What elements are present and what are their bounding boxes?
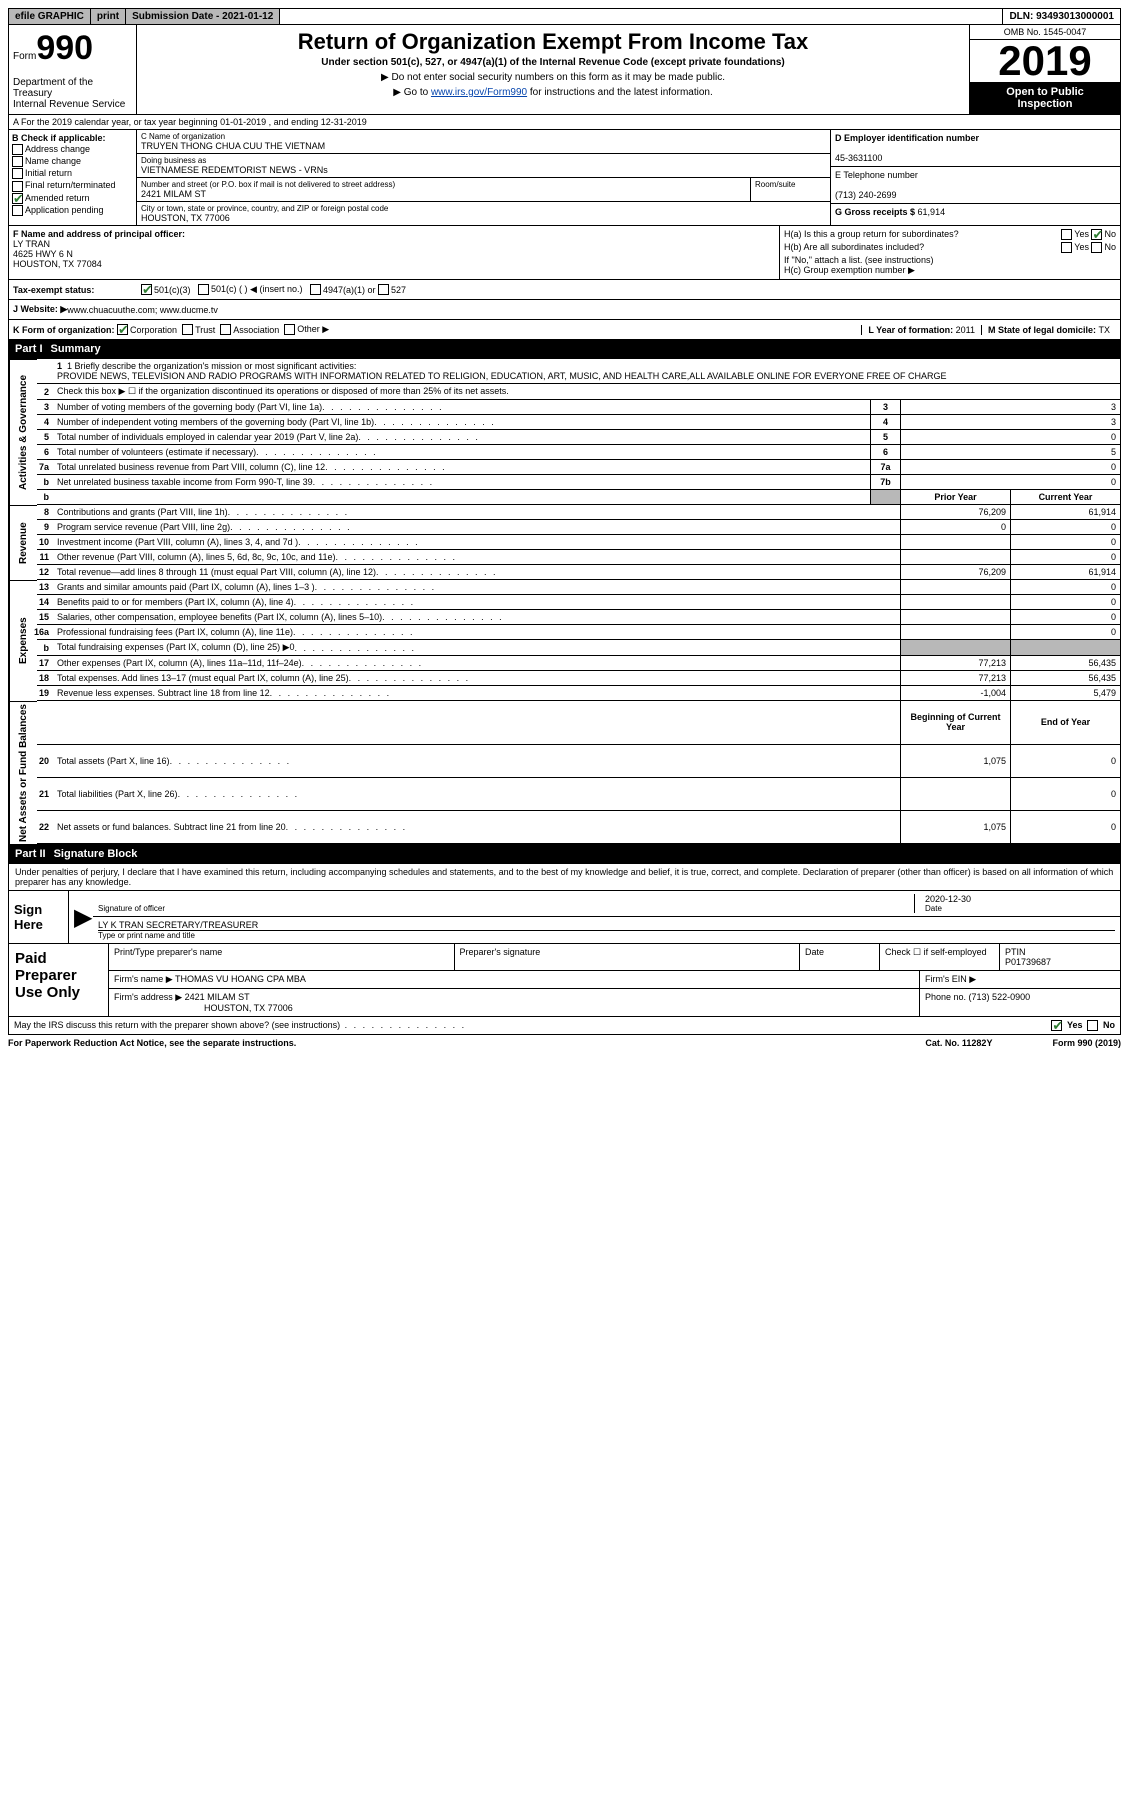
line-4: Number of independent voting members of … (53, 415, 870, 430)
paid-preparer: Paid Preparer Use Only Print/Type prepar… (8, 944, 1121, 1017)
firm-phone: Phone no. (713) 522-0900 (920, 989, 1120, 1016)
print-button[interactable]: print (91, 9, 126, 24)
row-a: A For the 2019 calendar year, or tax yea… (8, 115, 1121, 130)
form-of-org: K Form of organization: Corporation Trus… (8, 320, 1121, 340)
line-5: Total number of individuals employed in … (53, 430, 870, 445)
end-year-hdr: End of Year (1010, 701, 1120, 744)
line-15: Salaries, other compensation, employee b… (53, 610, 900, 625)
line-b: Total fundraising expenses (Part IX, col… (53, 640, 900, 656)
year-formation: L Year of formation: 2011 (861, 325, 981, 335)
line-7a: Total unrelated business revenue from Pa… (53, 460, 870, 475)
page-footer: For Paperwork Reduction Act Notice, see … (8, 1035, 1121, 1051)
preparer-sig-lbl: Preparer's signature (455, 944, 801, 970)
firm-address: Firm's address ▶ 2421 MILAM ST HOUSTON, … (109, 989, 920, 1016)
sign-here-label: Sign Here (9, 891, 69, 943)
form-title: Return of Organization Exempt From Incom… (145, 29, 961, 55)
form-number: Form990 (13, 29, 132, 68)
mission: 1 1 Briefly describe the organization's … (53, 359, 1120, 384)
gross-receipts: G Gross receipts $ 61,914 (831, 204, 1120, 220)
street-address: Number and street (or P.O. box if mail i… (137, 178, 750, 202)
perjury-declaration: Under penalties of perjury, I declare th… (9, 864, 1120, 891)
firm-ein: Firm's EIN ▶ (920, 971, 1120, 988)
website: J Website: ▶ www.chuacuuthe.com; www.duc… (8, 300, 1121, 320)
org-name: C Name of organization TRUYEN THONG CHUA… (137, 130, 830, 154)
preparer-date-lbl: Date (800, 944, 880, 970)
line-8: Contributions and grants (Part VIII, lin… (53, 505, 900, 520)
line-18: Total expenses. Add lines 13–17 (must eq… (53, 671, 900, 686)
arrow-icon: ▶ (69, 891, 93, 943)
officer-name: LY K TRAN SECRETARY/TREASURER (98, 920, 1115, 931)
part1-body: Activities & Governance 1 1 Briefly descr… (8, 359, 1121, 845)
form-subtitle: Under section 501(c), 527, or 4947(a)(1)… (145, 57, 961, 68)
tax-exempt-status: Tax-exempt status: 501(c)(3) 501(c) ( ) … (8, 280, 1121, 300)
tax-year: 2019 (970, 40, 1120, 82)
line-9: Program service revenue (Part VIII, line… (53, 520, 900, 535)
line-14: Benefits paid to or for members (Part IX… (53, 595, 900, 610)
line-16a: Professional fundraising fees (Part IX, … (53, 625, 900, 640)
entity-block: B Check if applicable: Address change Na… (8, 130, 1121, 226)
dept-treasury: Department of the Treasury Internal Reve… (13, 77, 132, 110)
firm-name: Firm's name ▶ THOMAS VU HOANG CPA MBA (109, 971, 920, 988)
line-10: Investment income (Part VIII, column (A)… (53, 535, 900, 550)
form-note1: ▶ Do not enter social security numbers o… (145, 72, 961, 83)
self-employed-chk: Check ☐ if self-employed (880, 944, 1000, 970)
line-11: Other revenue (Part VIII, column (A), li… (53, 550, 900, 565)
line-6: Total number of volunteers (estimate if … (53, 445, 870, 460)
line-17: Other expenses (Part IX, column (A), lin… (53, 656, 900, 671)
ein: D Employer identification number 45-3631… (831, 130, 1120, 167)
prior-year-hdr: Prior Year (900, 490, 1010, 505)
begin-year-hdr: Beginning of Current Year (900, 701, 1010, 744)
group-return: H(a) Is this a group return for subordin… (780, 226, 1120, 279)
f-h-block: F Name and address of principal officer:… (8, 226, 1121, 280)
submission-date: Submission Date - 2021-01-12 (126, 9, 280, 24)
col-b-checkboxes: B Check if applicable: Address change Na… (9, 130, 137, 225)
side-activities: Activities & Governance (9, 359, 37, 505)
line-21: Total liabilities (Part X, line 26) (53, 778, 900, 811)
line-12: Total revenue—add lines 8 through 11 (mu… (53, 565, 900, 580)
line-b: Net unrelated business taxable income fr… (53, 475, 870, 490)
part2-header: Part IISignature Block (8, 845, 1121, 864)
line-22: Net assets or fund balances. Subtract li… (53, 811, 900, 844)
state-domicile: M State of legal domicile: TX (981, 325, 1116, 335)
principal-officer: F Name and address of principal officer:… (9, 226, 780, 279)
side-net-assets: Net Assets or Fund Balances (9, 701, 37, 844)
form-note2: ▶ Go to www.irs.gov/Form990 for instruct… (145, 87, 961, 98)
city-state-zip: City or town, state or province, country… (137, 202, 830, 225)
line-13: Grants and similar amounts paid (Part IX… (53, 580, 900, 595)
room-suite: Room/suite (750, 178, 830, 202)
line-20: Total assets (Part X, line 16) (53, 745, 900, 778)
dln: DLN: 93493013000001 (1002, 9, 1120, 24)
top-toolbar: efile GRAPHIC print Submission Date - 20… (8, 8, 1121, 25)
efile-label: efile GRAPHIC (9, 9, 91, 24)
line-3: Number of voting members of the governin… (53, 400, 870, 415)
preparer-name-lbl: Print/Type preparer's name (109, 944, 455, 970)
form-header: Form990 Department of the Treasury Inter… (8, 25, 1121, 115)
side-revenue: Revenue (9, 505, 37, 580)
dba: Doing business as VIETNAMESE REDEMTORIST… (137, 154, 830, 178)
discuss-row: May the IRS discuss this return with the… (8, 1017, 1121, 1035)
line-19: Revenue less expenses. Subtract line 18 … (53, 686, 900, 701)
ptin: PTINP01739687 (1000, 944, 1120, 970)
irs-link[interactable]: www.irs.gov/Form990 (431, 87, 527, 98)
line-2: Check this box ▶ ☐ if the organization d… (53, 384, 1120, 400)
side-expenses: Expenses (9, 580, 37, 701)
open-to-public: Open to PublicInspection (970, 82, 1120, 114)
part1-header: Part ISummary (8, 340, 1121, 359)
signature-block: Under penalties of perjury, I declare th… (8, 864, 1121, 944)
telephone: E Telephone number (713) 240-2699 (831, 167, 1120, 204)
current-year-hdr: Current Year (1010, 490, 1120, 505)
